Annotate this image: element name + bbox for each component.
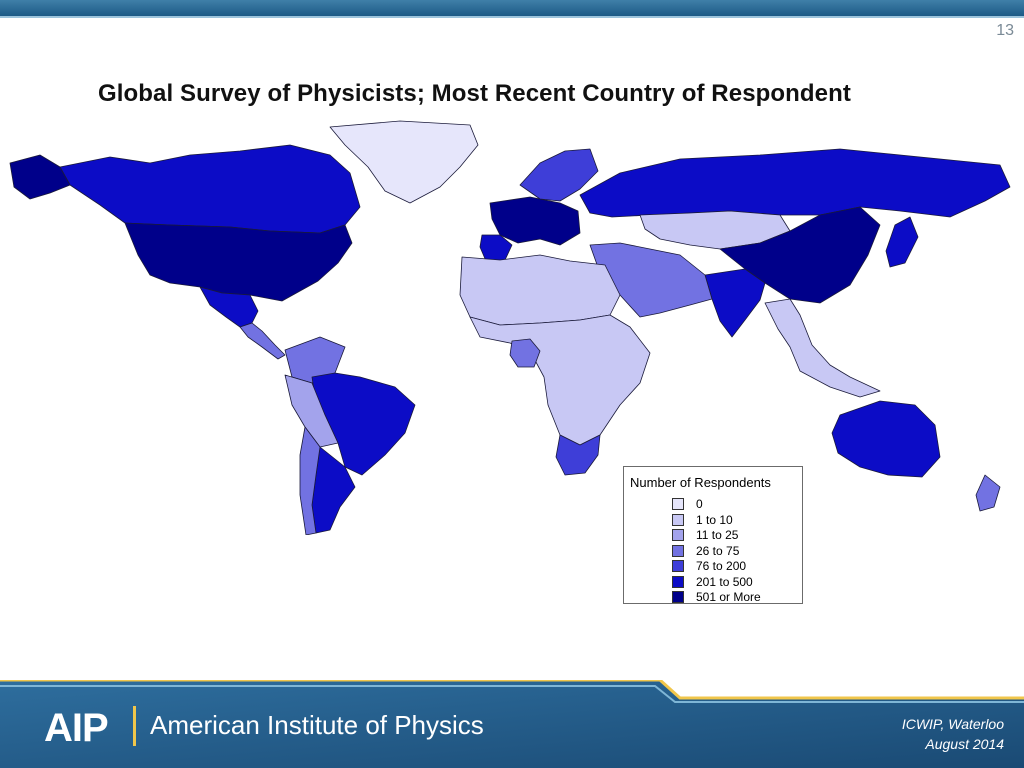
region-india xyxy=(704,268,766,338)
region-peru-bolivia xyxy=(284,374,339,448)
slide-number: 13 xyxy=(996,22,1014,39)
top-bar-line xyxy=(0,16,1024,18)
legend-swatch xyxy=(672,544,684,557)
legend-label: 1 to 10 xyxy=(696,512,733,527)
region-australia xyxy=(831,400,941,478)
region-spain xyxy=(479,234,513,262)
legend-item: 26 to 75 xyxy=(672,544,739,558)
legend-label: 26 to 75 xyxy=(696,543,740,558)
legend-title: Number of Respondents xyxy=(630,475,771,490)
event-date: August 2014 xyxy=(925,736,1004,752)
top-bar xyxy=(0,0,1024,16)
legend-item: 0 xyxy=(672,497,703,511)
aip-logo: AIP xyxy=(44,706,109,750)
legend-swatch xyxy=(672,498,684,510)
region-south-africa xyxy=(555,434,601,476)
region-central-america xyxy=(239,322,286,360)
region-alaska xyxy=(9,154,71,200)
footer xyxy=(0,680,1024,768)
region-canada xyxy=(59,144,361,234)
region-united-states xyxy=(124,222,353,302)
legend-item: 1 to 10 xyxy=(672,513,733,527)
legend-swatch xyxy=(672,513,684,526)
region-chile xyxy=(299,426,321,535)
region-sub-saharan-africa xyxy=(469,314,651,446)
region-new-zealand xyxy=(975,474,1001,512)
legend-item: 76 to 200 xyxy=(672,559,746,573)
legend-label: 0 xyxy=(696,497,703,511)
legend-item: 501 or More xyxy=(672,590,761,604)
legend-label: 501 or More xyxy=(696,590,761,604)
region-western-europe xyxy=(489,196,581,246)
legend-swatch xyxy=(672,560,684,572)
legend-item: 201 to 500 xyxy=(672,575,753,589)
logo-divider xyxy=(133,706,136,746)
region-nigeria xyxy=(509,338,541,368)
region-southeast-asia xyxy=(764,298,881,398)
footer-background xyxy=(0,680,1024,768)
org-name: American Institute of Physics xyxy=(150,710,484,740)
map-title: Global Survey of Physicists; Most Recent… xyxy=(98,80,851,107)
region-north-africa xyxy=(459,254,621,326)
event-name: ICWIP, Waterloo xyxy=(901,716,1004,732)
legend-label: 76 to 200 xyxy=(696,559,747,573)
region-japan xyxy=(885,216,919,268)
region-greenland xyxy=(329,120,479,204)
legend-swatch xyxy=(672,575,684,588)
legend-label: 201 to 500 xyxy=(696,574,753,589)
region-scandinavia xyxy=(519,148,599,202)
legend-label: 11 to 25 xyxy=(696,528,739,542)
legend-swatch xyxy=(672,591,684,603)
world-map xyxy=(9,120,1011,535)
legend-item: 11 to 25 xyxy=(672,528,738,542)
region-russia xyxy=(579,148,1011,218)
legend-swatch xyxy=(672,529,684,541)
